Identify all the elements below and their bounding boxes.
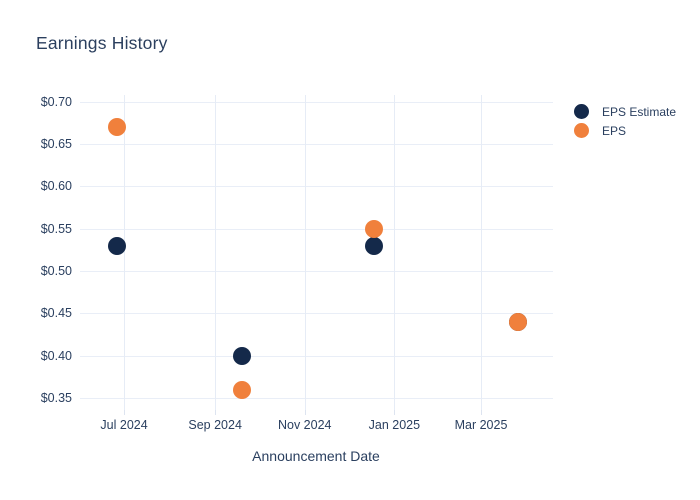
y-tick-label: $0.60 (40, 179, 72, 194)
y-gridline (80, 144, 553, 146)
x-tick-label: Sep 2024 (188, 418, 242, 432)
legend-item-eps[interactable]: EPS (574, 123, 676, 138)
x-gridline (215, 95, 217, 410)
x-tick-label: Jan 2025 (368, 418, 421, 432)
x-tick-mark (124, 410, 126, 415)
legend-label: EPS Estimate (602, 104, 677, 119)
eps-marker[interactable] (232, 380, 251, 399)
y-tick-label: $0.45 (40, 306, 72, 321)
eps-estimate-marker[interactable] (232, 346, 251, 365)
legend-item-eps-estimate[interactable]: EPS Estimate (574, 104, 676, 119)
eps-marker[interactable] (364, 219, 383, 238)
x-axis-title: Announcement Date (252, 448, 380, 464)
eps-marker[interactable] (107, 118, 126, 137)
x-tick-mark (394, 410, 396, 415)
x-tick-mark (215, 410, 217, 415)
legend: EPS Estimate EPS (574, 104, 676, 142)
y-gridline (80, 355, 553, 357)
y-gridline (80, 398, 553, 400)
y-gridline (80, 271, 553, 273)
y-gridline (80, 101, 553, 103)
eps-estimate-marker[interactable] (364, 236, 383, 255)
y-gridline (80, 186, 553, 188)
x-gridline (304, 95, 306, 410)
eps-marker[interactable] (508, 312, 527, 331)
x-tick-mark (304, 410, 306, 415)
eps-estimate-marker[interactable] (107, 236, 126, 255)
x-tick-label: Mar 2025 (454, 418, 508, 432)
x-gridline (394, 95, 396, 410)
legend-label: EPS (602, 123, 627, 138)
eps-estimate-swatch-icon (574, 104, 589, 119)
y-tick-label: $0.50 (40, 264, 72, 279)
y-tick-label: $0.55 (40, 221, 72, 236)
y-gridline (80, 228, 553, 230)
x-tick-label: Jul 2024 (100, 418, 148, 432)
plot-area[interactable] (80, 95, 553, 415)
y-tick-label: $0.40 (40, 348, 72, 363)
x-tick-mark (481, 410, 483, 415)
y-gridline (80, 313, 553, 315)
x-gridline (481, 95, 483, 410)
eps-swatch-icon (574, 123, 589, 138)
chart-title: Earnings History (36, 33, 168, 53)
x-tick-label: Nov 2024 (277, 418, 332, 432)
y-tick-label: $0.35 (40, 391, 72, 406)
y-tick-label: $0.65 (40, 137, 72, 152)
x-gridline (124, 95, 126, 410)
y-tick-label: $0.70 (40, 94, 72, 109)
